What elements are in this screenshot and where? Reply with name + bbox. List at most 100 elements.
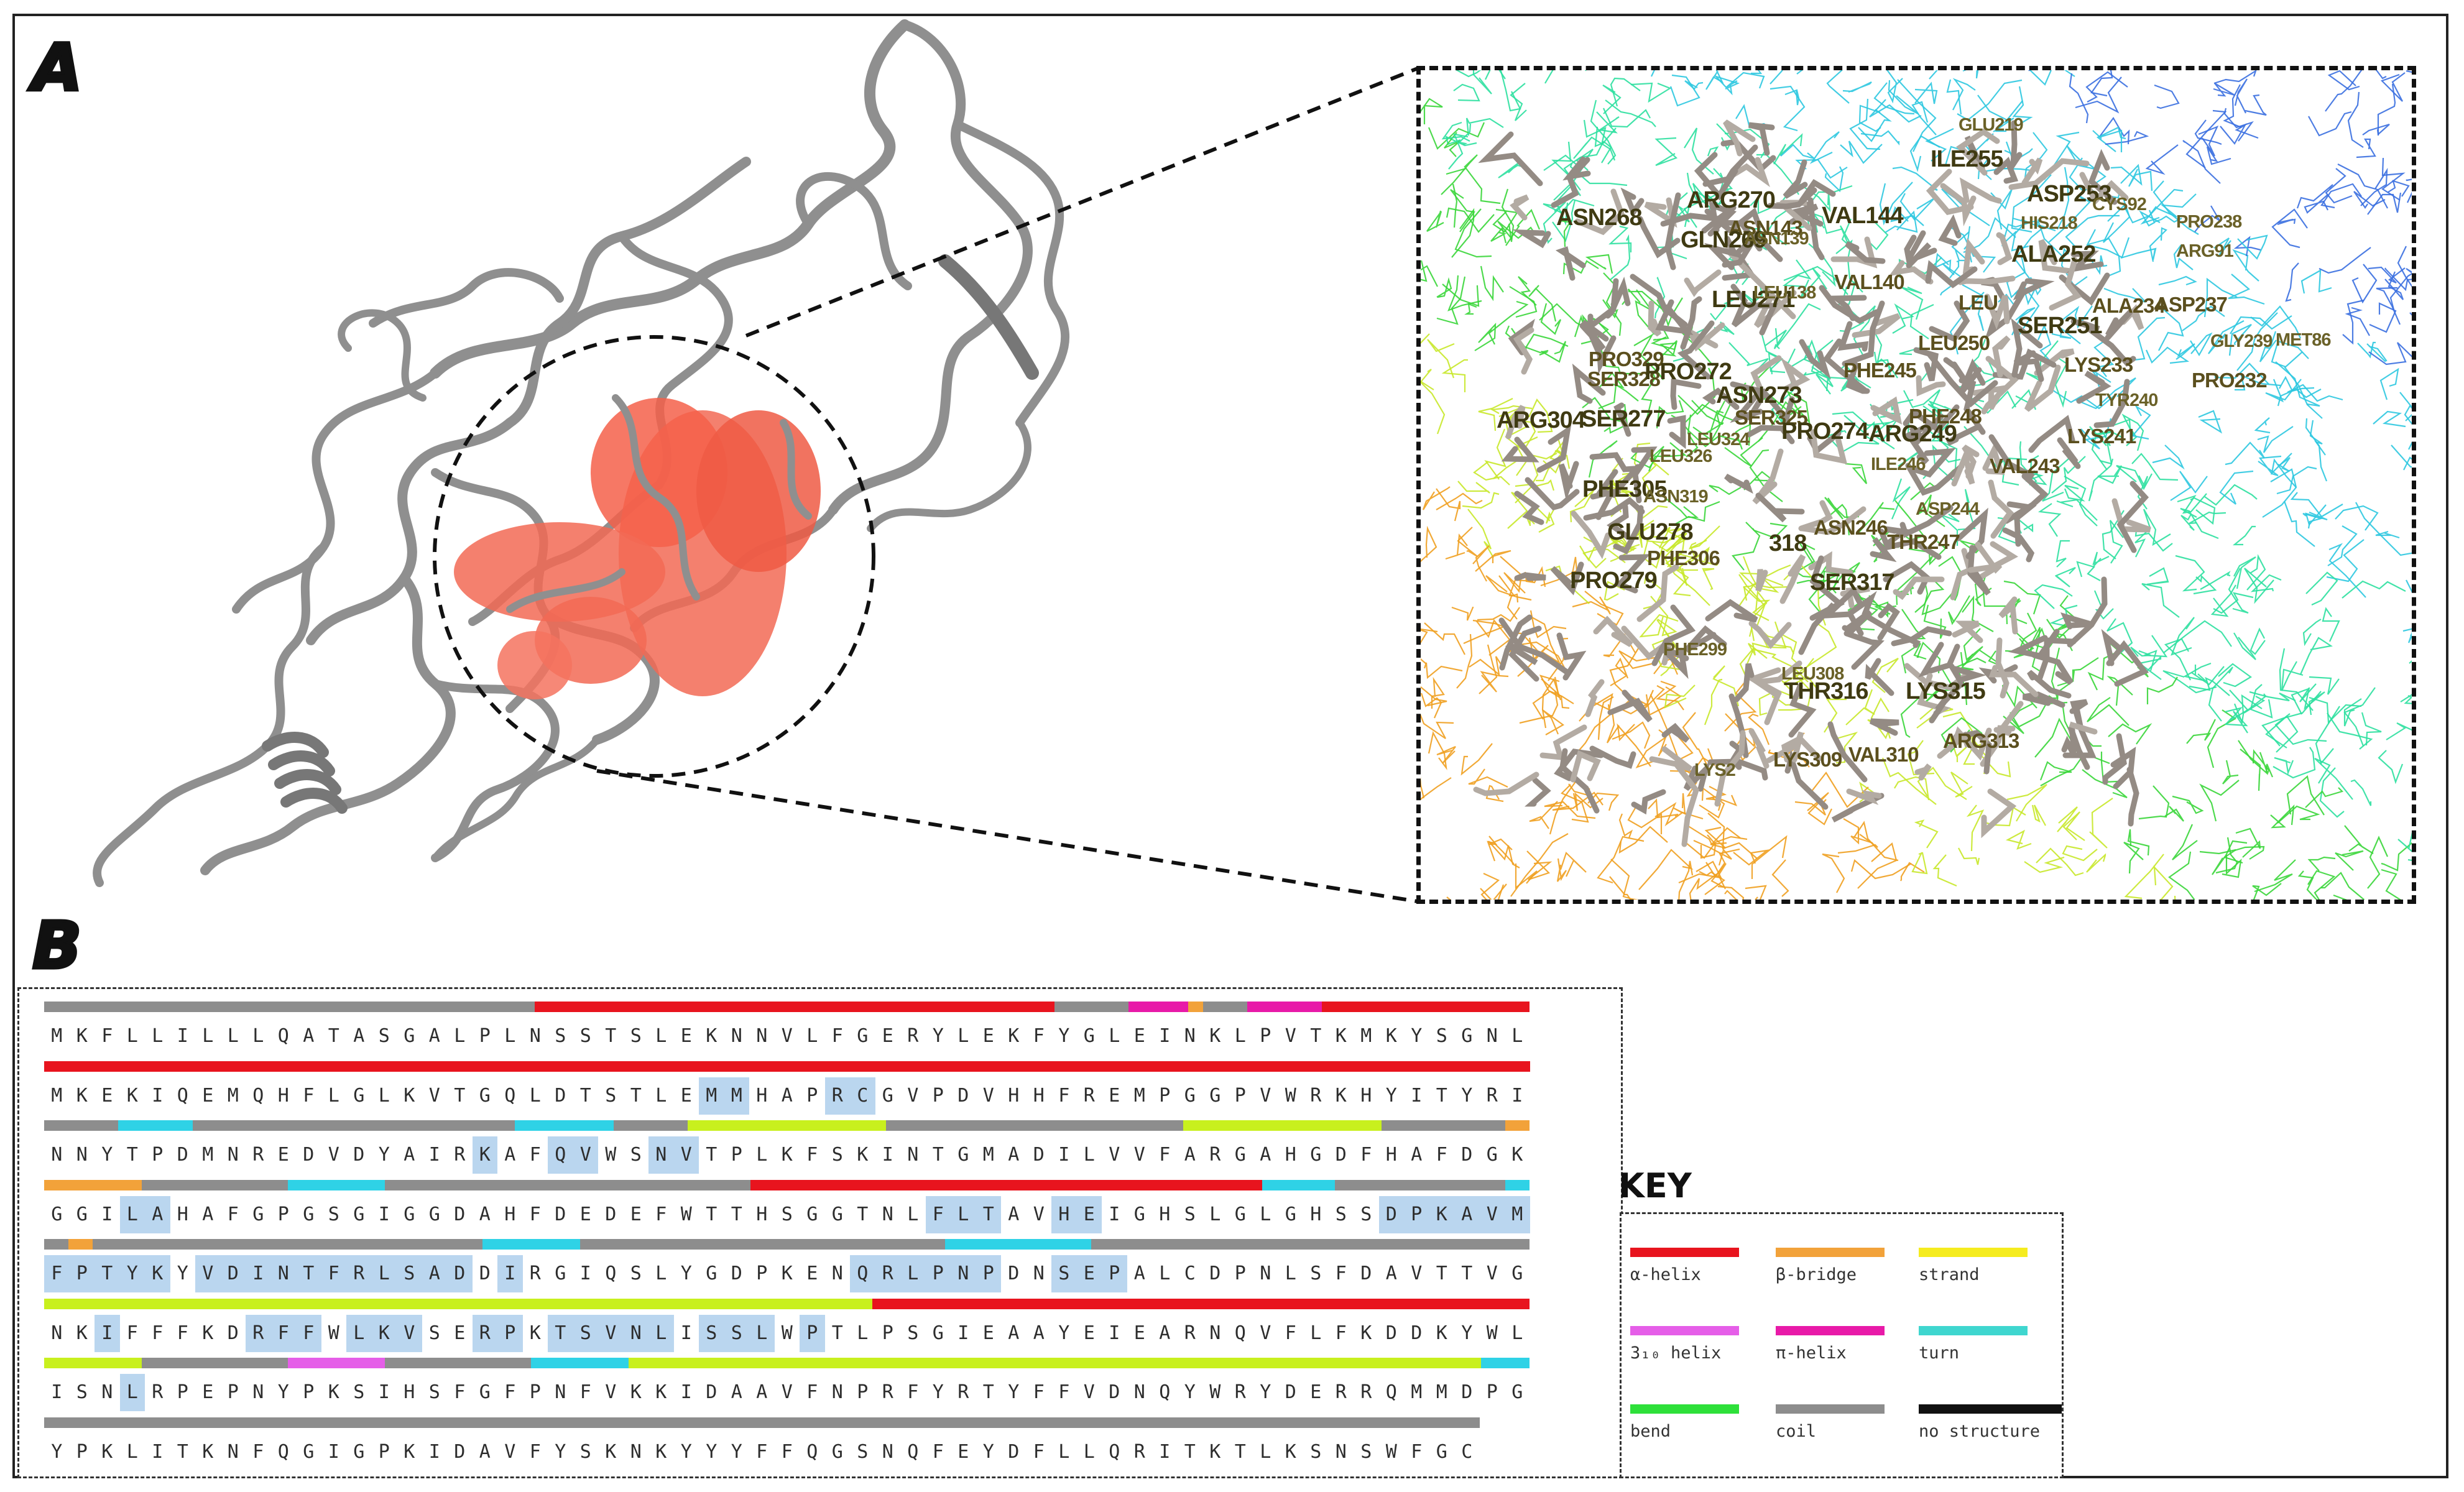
key-label: strand	[1919, 1265, 1980, 1284]
ss-segment	[1481, 1358, 1530, 1368]
residue-letter: K	[126, 1084, 138, 1107]
residue-letter: D	[454, 1203, 466, 1225]
residue-letter: F	[1335, 1322, 1347, 1344]
ss-segment	[1381, 1120, 1505, 1131]
residue-letter: S	[1436, 1025, 1447, 1047]
ss-segment	[44, 1239, 69, 1250]
residue-letter: Y	[932, 1381, 944, 1403]
ss-segment	[287, 1358, 385, 1368]
residue-letter: N	[1335, 1440, 1347, 1463]
residue-label: GLN269	[1681, 227, 1767, 253]
residue-label: PRO329	[1589, 348, 1664, 371]
residue-letter: G	[1234, 1203, 1246, 1225]
residue-letter: F	[529, 1203, 541, 1225]
residue-letter: A	[1260, 1144, 1271, 1166]
ss-segment	[44, 1298, 872, 1309]
residue-label: HIS218	[2021, 213, 2078, 233]
residue-letter: F	[1335, 1263, 1347, 1284]
residue-letter: K	[202, 1322, 214, 1344]
residue-letter: N	[951, 1255, 976, 1292]
residue-letter: H	[1385, 1144, 1397, 1166]
residue-letter: T	[126, 1144, 138, 1166]
residue-letter: D	[454, 1440, 466, 1463]
residue-letter: V	[1285, 1025, 1296, 1047]
residue-letter: M	[1411, 1381, 1423, 1403]
residue-letter: D	[227, 1322, 239, 1344]
residue-letter: F	[831, 1025, 843, 1047]
residue-letter: F	[252, 1440, 264, 1463]
residue-letter: I	[152, 1440, 164, 1463]
residue-letter: D	[1109, 1381, 1120, 1403]
residue-letter: H	[1159, 1203, 1171, 1225]
residue-letter: C	[850, 1077, 875, 1115]
residue-letter: E	[101, 1084, 113, 1107]
residue-letter: V	[428, 1084, 440, 1107]
residue-letter: I	[328, 1440, 339, 1463]
residue-letter: L	[1310, 1322, 1322, 1344]
key-swatch	[1630, 1248, 1739, 1257]
residue-letter: M	[1133, 1084, 1145, 1107]
residue-letter: P	[756, 1263, 768, 1284]
residue-letter: G	[1083, 1025, 1095, 1047]
residue-letter: F	[529, 1440, 541, 1463]
residue-letter: N	[227, 1440, 239, 1463]
residue-letter: G	[555, 1263, 566, 1284]
residue-letter: T	[976, 1195, 1001, 1233]
residue-letter: K	[76, 1025, 88, 1047]
residue-letter: H	[177, 1203, 188, 1225]
residue-letter: G	[1184, 1084, 1196, 1107]
residue-letter: T	[831, 1322, 843, 1344]
residue-letter: T	[706, 1144, 718, 1166]
residue-letter: V	[504, 1440, 516, 1463]
ss-segment	[886, 1120, 1183, 1131]
residue-letter: L	[756, 1144, 768, 1166]
residue-letter: P	[976, 1255, 1001, 1292]
residue-letter: F	[126, 1322, 138, 1344]
residue-label: ASN139	[1744, 229, 1809, 249]
key-label: α-helix	[1630, 1265, 1701, 1284]
key-item: bend	[1630, 1404, 1767, 1454]
key-label: π-helix	[1776, 1343, 1847, 1363]
residue-letter: G	[1234, 1144, 1246, 1166]
residue-letter: F	[1285, 1322, 1296, 1344]
residue-letter: S	[328, 1203, 339, 1225]
residue-letter: T	[932, 1144, 944, 1166]
residue-letter: G	[1310, 1144, 1322, 1166]
residue-letter: K	[1335, 1084, 1347, 1107]
residue-letter: K	[1209, 1025, 1221, 1047]
residue-letter: N	[1486, 1025, 1498, 1047]
residue-letter: T	[579, 1084, 591, 1107]
residue-letter: S	[1310, 1440, 1322, 1463]
residue-letter: S	[579, 1025, 591, 1047]
residue-letter: L	[1209, 1203, 1221, 1225]
residue-letter: T	[630, 1084, 642, 1107]
residue-letter: F	[1033, 1440, 1045, 1463]
residue-letter: N	[907, 1144, 919, 1166]
residue-letter: R	[1234, 1381, 1246, 1403]
secondary-structure-bar	[44, 1061, 1530, 1072]
residue-letter: G	[76, 1203, 88, 1225]
residue-letter: T	[95, 1255, 120, 1292]
residue-label: LYS315	[1906, 678, 1986, 704]
residue-letter: A	[303, 1025, 315, 1047]
residue-letter: L	[857, 1322, 869, 1344]
ss-segment	[44, 1120, 119, 1131]
residue-letter: R	[1310, 1084, 1322, 1107]
residue-letter: R	[454, 1144, 466, 1166]
residue-letter: E	[1083, 1322, 1095, 1344]
residue-letter: H	[404, 1381, 415, 1403]
residue-letter: D	[1411, 1322, 1423, 1344]
residue-label: VAL144	[1822, 203, 1904, 229]
residue-label: SER277	[1581, 406, 1666, 432]
residue-label: PHE245	[1843, 359, 1917, 382]
residue-letter: I	[1058, 1144, 1070, 1166]
residue-letter: L	[1511, 1322, 1523, 1344]
secondary-structure-bar	[44, 1298, 1530, 1309]
residue-label: LEU324	[1687, 430, 1750, 449]
residue-letter: A	[1385, 1263, 1397, 1284]
